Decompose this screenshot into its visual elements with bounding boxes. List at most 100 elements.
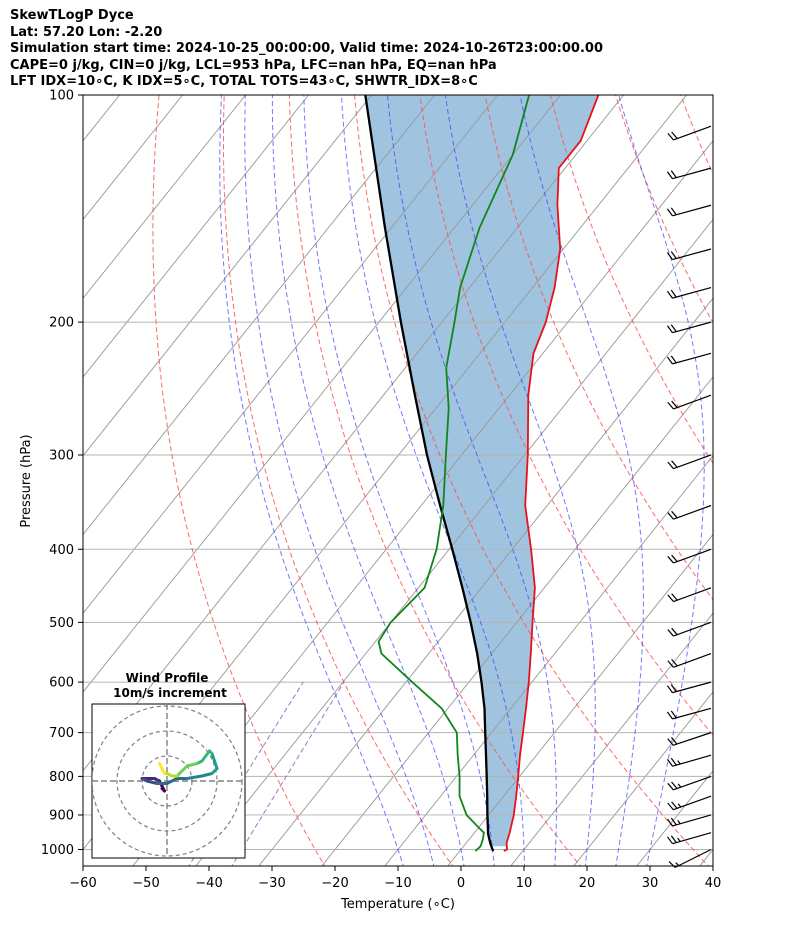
wind-barb-feather: [670, 817, 677, 826]
wind-barb-shaft: [673, 125, 712, 141]
x-tick-label: −50: [132, 876, 159, 891]
isotherm-line: [384, 455, 713, 866]
wind-barb-feather: [666, 208, 673, 217]
wind-barb-feather: [671, 400, 678, 408]
wind-barb-feather: [667, 133, 674, 141]
x-tick-label: 30: [642, 876, 659, 891]
isotherm-line: [83, 95, 184, 221]
dry-adiabat-line: [614, 95, 713, 324]
wind-barb: [666, 167, 712, 180]
wind-barb: [667, 454, 712, 470]
wind-barb-feather: [670, 207, 677, 216]
wind-barb-feather: [670, 757, 677, 766]
wind-barb-feather: [667, 402, 674, 410]
wind-barb-feather: [666, 685, 673, 693]
wind-barb-feather: [670, 251, 677, 259]
wind-barb-shaft: [672, 707, 712, 720]
dry-adiabat-lines: [152, 78, 794, 868]
y-axis-label: Pressure (hPa): [19, 434, 34, 527]
wind-barb-feather: [667, 660, 674, 668]
x-tick-label: 10: [516, 876, 533, 891]
y-tick-label: 300: [49, 448, 74, 463]
moist-adiabat-line: [271, 95, 465, 866]
x-tick-label: −30: [258, 876, 285, 891]
x-axis-label: Temperature (∘C): [340, 897, 455, 912]
wind-barb-shaft: [673, 454, 712, 470]
wind-barb-feather: [677, 803, 682, 808]
isotherm-line: [0, 78, 70, 868]
wind-barb-feather: [666, 252, 673, 260]
title-latlon: Lat: 57.20 Lon: -2.20: [10, 24, 163, 40]
hodograph-trace-segment: [145, 779, 159, 785]
x-tick-label: −20: [321, 876, 348, 891]
moist-adiabat-line: [303, 95, 495, 866]
temperature-profile-line: [503, 95, 600, 852]
wind-barb-shaft: [673, 621, 712, 637]
wind-barb: [667, 795, 712, 811]
wind-barb: [666, 754, 712, 767]
wind-barb-feather: [670, 324, 677, 332]
isotherm-line: [761, 78, 794, 868]
hodograph-trace-segment: [165, 777, 179, 785]
wind-barb-feather: [667, 512, 674, 520]
wind-barb: [667, 125, 712, 141]
dry-adiabat-line: [152, 95, 326, 866]
moist-adiabat-line: [618, 95, 705, 866]
wind-barb-feather: [671, 460, 678, 468]
wind-barb-feather: [667, 782, 674, 791]
dry-adiabat-line: [739, 78, 794, 868]
parcel-profile-line: [364, 95, 495, 852]
wind-barb-feather: [671, 554, 678, 562]
wind-barb-shaft: [672, 732, 712, 746]
wind-barb-feather: [677, 783, 682, 788]
wind-barb-shaft: [672, 832, 712, 845]
title-station: SkewTLogP Dyce: [10, 8, 134, 23]
moist-adiabat-line: [386, 95, 557, 866]
y-tick-label: 500: [49, 616, 74, 631]
wind-barb-shaft: [672, 204, 712, 217]
y-tick-label: 100: [49, 89, 74, 104]
hodograph-trace-segment: [158, 762, 164, 770]
isotherm-line: [83, 95, 247, 299]
hodograph-trace-segment: [185, 774, 204, 780]
isotherm-line: [258, 297, 713, 866]
title-indices-1: CAPE=0 j/kg, CIN=0 j/kg, LCL=953 hPa, LF…: [10, 57, 497, 73]
wind-barb-feather: [671, 627, 678, 636]
wind-barb-feather: [670, 710, 677, 719]
wind-barb-shaft: [672, 814, 712, 827]
isotherm-line: [83, 95, 373, 457]
title-indices-2: LFT IDX=10∘C, K IDX=5∘C, TOTAL TOTS=43∘C…: [10, 74, 478, 89]
wind-barb: [667, 548, 712, 564]
wind-barb-feather: [666, 818, 674, 827]
wind-barb-shaft: [673, 394, 712, 410]
x-tick-label: −40: [195, 876, 222, 891]
hodograph-trace-segment: [175, 764, 189, 778]
y-tick-label: 1000: [41, 843, 74, 858]
wind-barb-shaft: [672, 321, 712, 334]
wind-barb-feather: [667, 629, 674, 637]
wind-barb-feather: [677, 760, 681, 765]
wind-barbs: [666, 125, 712, 868]
hodograph-title: Wind Profile: [126, 671, 209, 685]
wind-barb-feather: [671, 801, 678, 809]
wind-barb-feather: [670, 289, 677, 298]
dry-adiabat-line: [419, 95, 713, 736]
wind-barb-shaft: [672, 681, 712, 694]
wind-barb-feather: [671, 131, 678, 139]
wind-barb: [667, 587, 712, 603]
moist-adiabat-line: [219, 95, 404, 866]
wind-barb-feather: [666, 171, 673, 179]
wind-barb-feather: [666, 758, 674, 767]
wind-barb-feather: [666, 836, 674, 845]
wind-barb-feather: [671, 781, 678, 789]
wind-barb-shaft: [674, 848, 712, 868]
isotherm-line: [510, 612, 713, 866]
chart-header: SkewTLogP Dyce Lat: 57.20 Lon: -2.20 Sim…: [10, 8, 603, 91]
wind-barb: [666, 204, 712, 217]
wind-barb: [668, 848, 712, 868]
wind-barb-shaft: [673, 548, 712, 564]
wind-barb: [666, 832, 712, 845]
wind-barb: [666, 707, 712, 720]
cape-fill-area: [365, 95, 599, 847]
